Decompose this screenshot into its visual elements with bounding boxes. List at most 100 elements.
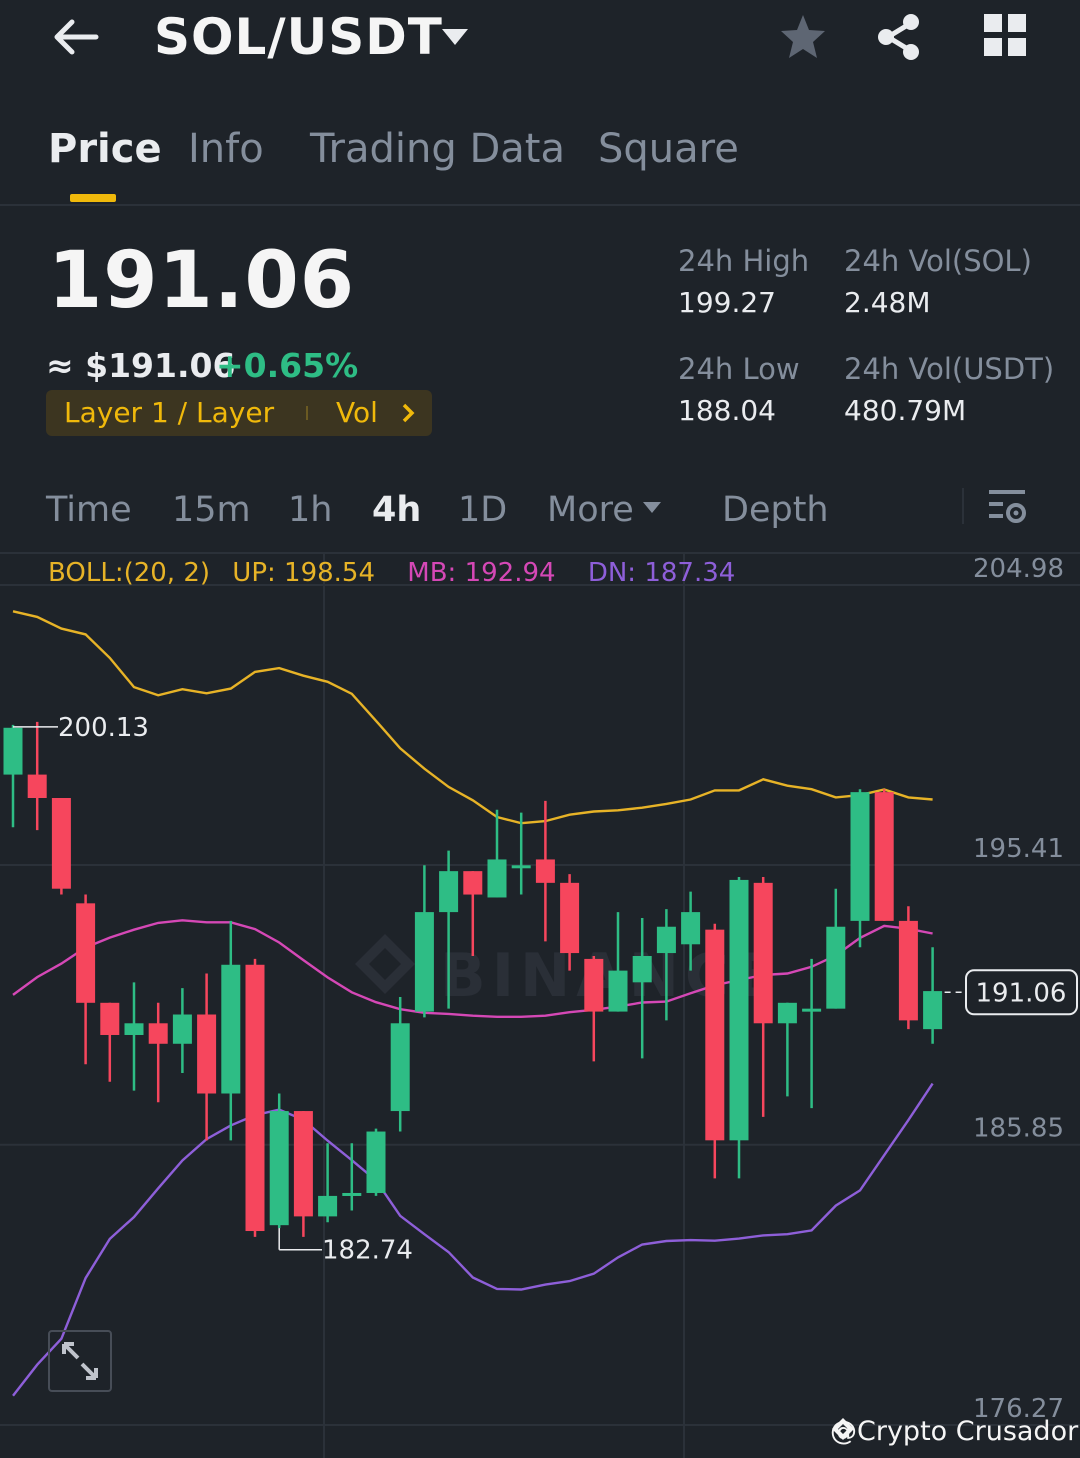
candle [463,871,483,956]
candle [874,789,894,921]
candle [632,917,652,1059]
candle [172,988,192,1074]
star-icon[interactable] [778,12,828,62]
candle-body [148,1023,168,1044]
candle-body [874,792,894,921]
boll-up-line [12,610,933,825]
candle [100,1002,120,1082]
expand-chart-button[interactable] [48,1330,112,1392]
candle-body [705,929,725,1141]
top-bar: SOL/USDT [0,0,1080,80]
category-tag[interactable]: Layer 1 / Layer Vol [46,390,432,436]
candle-body [802,1008,822,1012]
candle [923,947,943,1044]
interval-time[interactable]: Time [46,490,132,530]
credit-text: @Crypto Crusador [830,1416,1078,1447]
candle [51,797,71,895]
vol-base-label: 24h Vol(SOL) [844,244,1032,278]
candle [439,850,459,1009]
candle-body [729,879,749,1141]
candle [850,789,870,948]
tab-info[interactable]: Info [188,126,264,172]
chart-settings-icon[interactable] [986,486,1030,530]
chevron-right-icon[interactable] [400,402,416,424]
interval-bar: Time 15m 1h 4h 1D More Depth [0,480,1080,554]
candle [318,1143,338,1223]
candle-body [342,1192,362,1196]
pair-title[interactable]: SOL/USDT [154,8,443,66]
candle [729,876,749,1179]
chart-labels: 204.98 195.41 185.85 176.27 200.13 182.74 191.… [13,554,1078,1424]
diamond-logo-icon [832,1418,854,1440]
tab-trading-data[interactable]: Trading Data [310,126,565,172]
grid-icon[interactable] [982,12,1028,58]
candle [584,955,604,1062]
tag-divider [306,406,308,420]
candle-body [124,1023,144,1035]
candle [245,958,265,1237]
candle-body [390,1023,410,1112]
candle [414,865,434,1018]
boll-dn-line [12,1082,934,1397]
candle [390,996,410,1132]
vol-link[interactable]: Vol [336,396,378,429]
candlestick-chart[interactable]: BINANCE 204.98195.41185.85176.27200.1318… [0,554,1080,1458]
candle [511,812,531,895]
interval-more[interactable]: More [547,490,634,530]
candle-body [439,871,459,913]
candle [826,888,846,1009]
vol-base-value: 2.48M [844,286,931,319]
candle-body [656,926,676,954]
back-arrow-icon[interactable] [50,12,102,62]
interval-1d[interactable]: 1D [458,490,508,530]
boll-dn-label: DN: 187.34 [587,558,736,588]
fiat-price: ≈ $191.06 [46,346,236,385]
candle [777,1002,797,1097]
candle [124,982,144,1091]
candle [293,1111,313,1237]
candle [366,1128,386,1196]
bollinger-bands [12,610,934,1397]
high-marker-label: 200.13 [58,713,149,743]
candle-body [76,903,96,1003]
tab-depth[interactable]: Depth [722,490,829,530]
candle [197,973,217,1141]
boll-name: BOLL:(20, 2) [48,558,211,588]
active-tab-indicator [70,194,116,202]
candle-body [197,1014,217,1094]
tab-price[interactable]: Price [48,126,162,172]
y-axis-tick-label: 176.27 [973,1394,1064,1424]
boll-legend: BOLL:(20, 2) UP: 198.54 MB: 192.94 DN: 1… [48,558,735,588]
interval-1h[interactable]: 1h [288,490,333,530]
candle [681,891,701,971]
candle-body [414,912,434,1012]
candle-body [826,926,846,1009]
candle [27,721,47,831]
caret-down-icon[interactable] [641,500,663,516]
interval-15m[interactable]: 15m [172,490,251,530]
candle-body [487,859,507,898]
candle-body [172,1014,192,1044]
low-marker-label: 182.74 [322,1236,413,1266]
candle-body [318,1195,338,1217]
share-icon[interactable] [874,12,924,62]
last-price: 191.06 [48,236,355,326]
candle-body [221,964,241,1094]
high-label: 24h High [678,244,810,278]
low-label: 24h Low [678,352,800,386]
caret-down-icon[interactable] [440,26,470,48]
category-label[interactable]: Layer 1 / Layer [64,396,275,429]
interval-4h[interactable]: 4h [372,490,422,530]
candle [898,906,918,1030]
candle [148,1002,168,1103]
candle-body [753,882,773,1024]
candle-body [632,955,652,983]
candle [221,920,241,1141]
chart-canvas[interactable]: BINANCE 204.98195.41185.85176.27200.1318… [0,554,1080,1458]
credit-label: @Crypto Crusador [830,1416,1079,1447]
candle [753,876,773,1117]
candle-body [293,1111,313,1217]
candle-body [560,882,580,954]
tab-square[interactable]: Square [598,126,739,172]
boll-up-label: UP: 198.54 [232,558,376,588]
